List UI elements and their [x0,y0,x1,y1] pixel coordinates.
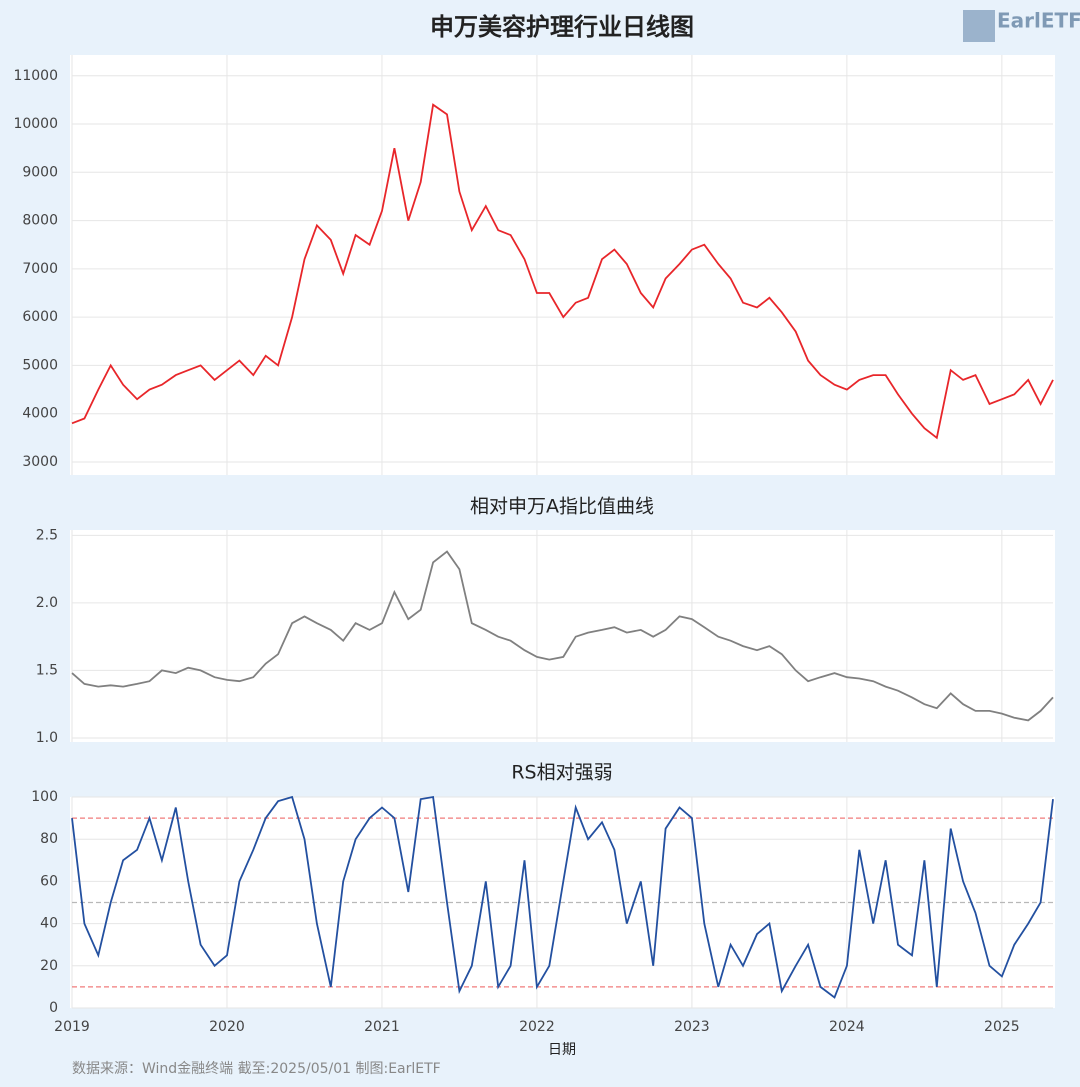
plot-area [70,55,1055,475]
logo: EarlETF [997,9,1080,33]
panel-title: RS相对强弱 [511,762,612,784]
plot-area [70,530,1055,742]
x-tick-label: 2025 [984,1019,1020,1035]
y-tick-label: 40 [40,916,58,932]
y-tick-label: 1.0 [36,730,58,746]
logo-icon [963,10,995,42]
y-tick-label: 8000 [22,213,58,229]
x-tick-label: 2021 [364,1019,400,1035]
chart-title: 申万美容护理行业日线图 [430,13,694,41]
x-tick-label: 2022 [519,1019,555,1035]
y-tick-label: 60 [40,873,58,889]
y-tick-label: 5000 [22,357,58,373]
y-tick-label: 0 [49,1000,58,1016]
x-axis-label: 日期 [548,1042,576,1058]
source-note: 数据来源：Wind金融终端 截至:2025/05/01 制图:EarlETF [72,1061,441,1077]
y-tick-label: 2.5 [36,527,58,543]
x-tick-label: 2024 [829,1019,865,1035]
y-tick-label: 4000 [22,406,58,422]
y-tick-label: 80 [40,831,58,847]
x-tick-label: 2023 [674,1019,710,1035]
y-tick-label: 20 [40,958,58,974]
panel-title: 相对申万A指比值曲线 [470,496,654,518]
data-line [71,103,1054,440]
y-tick-label: 11000 [13,68,58,84]
y-tick-label: 2.0 [36,595,58,611]
y-tick-label: 3000 [22,454,58,470]
y-tick-label: 100 [31,789,58,805]
data-line [71,550,1054,722]
y-tick-label: 6000 [22,309,58,325]
x-tick-label: 2019 [54,1019,90,1035]
data-line [71,795,1054,999]
y-tick-label: 1.5 [36,662,58,678]
y-tick-label: 10000 [13,116,58,132]
y-tick-label: 9000 [22,164,58,180]
x-tick-label: 2020 [209,1019,245,1035]
y-tick-label: 7000 [22,261,58,277]
